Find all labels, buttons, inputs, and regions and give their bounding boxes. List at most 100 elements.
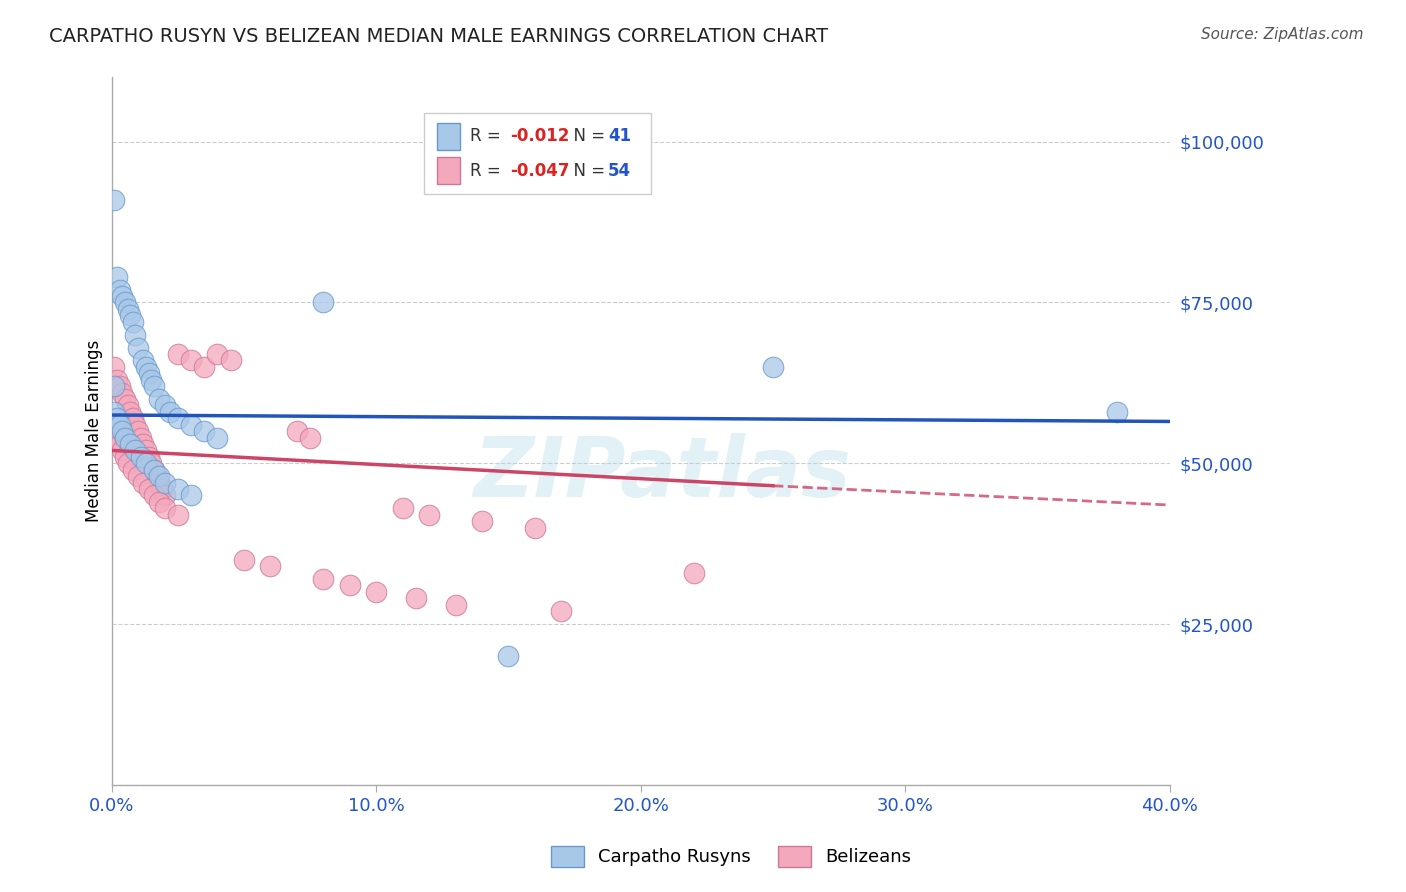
Point [143,463,166,477]
Text: 41: 41 [607,128,631,145]
Point [1105,405,1128,419]
Point [129,450,152,464]
Point [111,424,134,438]
Point [366,585,388,599]
FancyBboxPatch shape [423,112,651,194]
Point [127,341,149,355]
Point [121,315,143,329]
Point [523,520,546,534]
Point [120,405,142,419]
Text: -0.047: -0.047 [510,161,569,180]
Point [120,309,142,323]
Point [219,353,242,368]
Point [114,431,136,445]
Point [153,475,176,490]
Y-axis label: Median Male Earnings: Median Male Earnings [86,340,103,522]
Point [762,359,785,374]
Point [166,347,188,361]
Point [132,475,155,490]
Point [132,353,155,368]
Point [141,456,163,470]
Point [166,508,188,522]
Point [111,289,134,303]
Point [285,424,308,438]
Point [471,514,494,528]
Text: Source: ZipAtlas.com: Source: ZipAtlas.com [1201,27,1364,42]
Point [550,604,572,618]
Point [259,559,281,574]
Point [103,424,125,438]
Point [143,379,166,393]
Point [299,431,322,445]
Point [103,359,125,374]
Point [138,450,160,464]
Text: -0.012: -0.012 [510,128,569,145]
Point [108,283,131,297]
Point [111,385,134,400]
Legend: Carpatho Rusyns, Belizeans: Carpatho Rusyns, Belizeans [544,838,918,874]
Point [103,405,125,419]
Point [391,501,413,516]
Point [124,417,146,432]
Point [141,373,163,387]
Point [103,193,125,207]
Point [418,508,440,522]
Point [145,469,167,483]
Point [114,392,136,406]
Point [405,591,427,606]
Point [143,463,166,477]
Text: N =: N = [564,128,610,145]
Bar [436,123,460,150]
Point [129,431,152,445]
Point [148,475,170,490]
Point [150,482,173,496]
Point [132,437,155,451]
Point [444,598,467,612]
Point [207,347,229,361]
Point [166,482,188,496]
Point [103,379,125,393]
Point [498,649,520,664]
Point [180,353,202,368]
Point [159,405,181,419]
Point [153,398,176,412]
Point [339,578,361,592]
Point [105,269,128,284]
Point [120,437,142,451]
Point [105,431,128,445]
Text: ZIPatlas: ZIPatlas [472,433,851,514]
Point [117,456,139,470]
Point [108,379,131,393]
Point [148,495,170,509]
Point [135,359,157,374]
Point [193,424,215,438]
Point [153,488,176,502]
Point [135,456,157,470]
Point [180,488,202,502]
Text: R =: R = [471,161,506,180]
Point [207,431,229,445]
Point [111,443,134,458]
Text: 54: 54 [607,161,631,180]
Point [193,359,215,374]
Point [121,411,143,425]
Point [124,327,146,342]
Point [153,501,176,516]
Point [148,469,170,483]
Point [105,373,128,387]
Point [148,392,170,406]
Text: R =: R = [471,128,506,145]
Point [138,482,160,496]
Point [117,398,139,412]
Point [138,366,160,380]
Bar [436,157,460,184]
Point [108,417,131,432]
Point [180,417,202,432]
Point [124,443,146,458]
Text: N =: N = [564,161,610,180]
Point [135,443,157,458]
Point [166,411,188,425]
Point [121,463,143,477]
Point [127,424,149,438]
Point [114,450,136,464]
